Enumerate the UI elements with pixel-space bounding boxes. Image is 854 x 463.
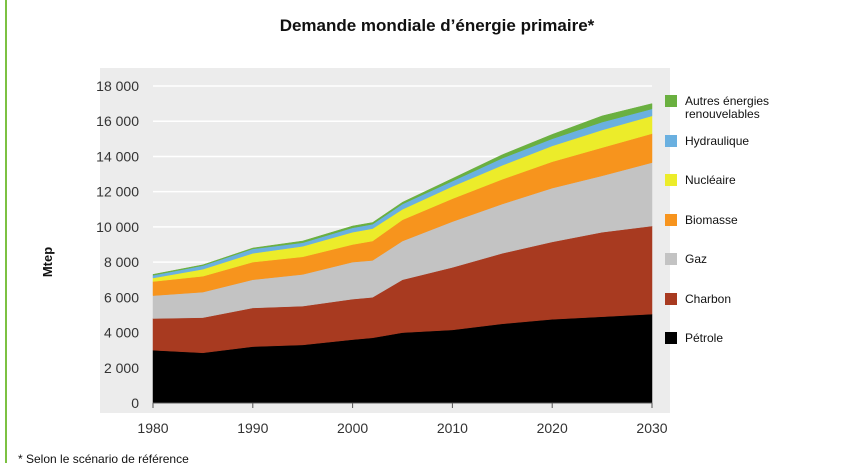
- legend-swatch: [665, 174, 677, 186]
- legend-item: Charbon: [665, 291, 785, 306]
- legend-item: Gaz: [665, 253, 785, 266]
- y-tick-label: 16 000: [96, 113, 139, 129]
- legend-item: Hydraulique: [665, 133, 785, 148]
- legend-label: Biomasse: [685, 212, 738, 227]
- legend-label: Autres énergies renouvelables: [685, 94, 770, 121]
- y-tick-label: 12 000: [96, 184, 139, 200]
- y-tick-label: 8 000: [104, 254, 139, 270]
- y-tick-label: 2 000: [104, 360, 139, 376]
- legend-item: Nucléaire: [665, 174, 785, 187]
- legend-swatch: [665, 253, 677, 265]
- legend-swatch: [665, 332, 677, 344]
- legend-swatch: [665, 134, 677, 147]
- x-tick-label: 2000: [337, 420, 368, 436]
- y-axis-label: Mtep: [40, 247, 55, 277]
- legend-swatch: [665, 292, 677, 305]
- x-tick-label: 2010: [437, 420, 468, 436]
- legend-swatch: [665, 95, 677, 107]
- legend-label: Hydraulique: [685, 133, 750, 148]
- x-tick-label: 2020: [537, 420, 568, 436]
- legend-item: Biomasse: [665, 212, 785, 227]
- footnote: * Selon le scénario de référence: [18, 452, 189, 463]
- y-tick-label: 14 000: [96, 148, 139, 164]
- y-tick-label: 10 000: [96, 219, 139, 235]
- area: [152, 103, 653, 276]
- legend-label: Pétrole: [685, 331, 724, 345]
- y-tick-label: 0: [131, 395, 139, 411]
- x-tick-label: 1990: [237, 420, 268, 436]
- legend-item: Pétrole: [665, 332, 785, 345]
- y-tick-label: 4 000: [104, 325, 139, 341]
- y-tick-label: 18 000: [96, 78, 139, 94]
- legend-label: Charbon: [685, 291, 732, 306]
- chart-title: Demande mondiale d’énergie primaire*: [280, 16, 595, 35]
- legend-swatch: [665, 213, 677, 226]
- legend-label: Nucléaire: [685, 173, 736, 187]
- legend-item: Autres énergies renouvelables: [665, 95, 785, 121]
- y-tick-label: 6 000: [104, 289, 139, 305]
- x-tick-label: 1980: [137, 420, 168, 436]
- x-tick-label: 2030: [636, 420, 667, 436]
- legend-label: Gaz: [685, 252, 708, 266]
